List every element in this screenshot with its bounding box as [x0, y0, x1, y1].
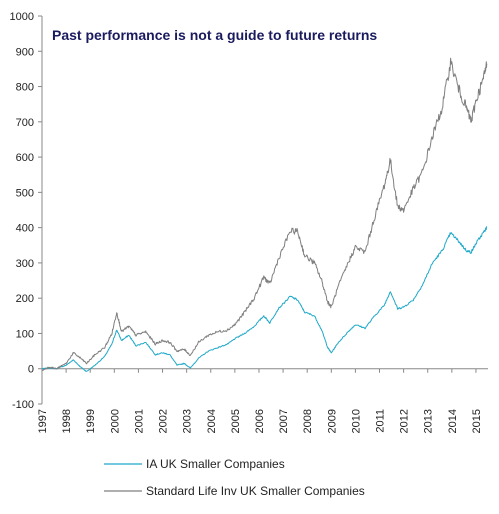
y-tick-label: -100 — [12, 399, 34, 411]
x-tick-label: 2005 — [230, 409, 242, 433]
x-tick-label: 2003 — [182, 409, 194, 433]
chart-title: Past performance is not a guide to futur… — [52, 27, 377, 43]
x-tick-label: 2013 — [423, 409, 435, 433]
x-tick-label: 2009 — [326, 409, 338, 433]
y-axis: -100 0 100 200 300 400 500 600 700 800 900 1000 — [10, 11, 43, 411]
y-tick-label: 400 — [16, 223, 34, 235]
x-tick-label: 2011 — [375, 409, 387, 433]
x-tick-label: 2004 — [206, 409, 218, 433]
x-tick-label: 1997 — [37, 409, 49, 433]
x-tick-label: 1998 — [61, 409, 73, 433]
y-tick-label: 900 — [16, 46, 34, 58]
plot-area — [41, 57, 488, 372]
y-tick-label: 100 — [16, 328, 34, 340]
series-line-1 — [41, 226, 488, 372]
y-tick-label: 1000 — [10, 11, 34, 23]
x-tick-label: 2002 — [158, 409, 170, 433]
x-tick-label: 2015 — [471, 409, 483, 433]
x-tick-label: 2014 — [447, 409, 459, 433]
legend-label-1: IA UK Smaller Companies — [146, 457, 285, 471]
x-tick-label: 2000 — [109, 409, 121, 433]
x-tick-label: 2001 — [133, 409, 145, 433]
x-tick-label: 2007 — [278, 409, 290, 433]
series-line-2 — [41, 57, 488, 371]
x-tick-label: 2012 — [399, 409, 411, 433]
y-tick-label: 300 — [16, 258, 34, 270]
x-tick-label: 2006 — [254, 409, 266, 433]
legend: IA UK Smaller Companies Standard Life Inv… — [104, 457, 365, 498]
x-tick-label: 2010 — [350, 409, 362, 433]
y-tick-label: 800 — [16, 82, 34, 94]
x-axis: 1997 1998 1999 2000 2001 2002 2003 2004 2005 2006… — [37, 368, 488, 433]
y-tick-label: 700 — [16, 117, 34, 129]
y-tick-label: 0 — [28, 364, 34, 376]
x-tick-label: 2008 — [302, 409, 314, 433]
y-tick-label: 600 — [16, 152, 34, 164]
y-tick-label: 500 — [16, 187, 34, 199]
legend-label-2: Standard Life Inv UK Smaller Companies — [146, 484, 365, 498]
x-tick-label: 1999 — [85, 409, 97, 433]
y-tick-label: 200 — [16, 293, 34, 305]
